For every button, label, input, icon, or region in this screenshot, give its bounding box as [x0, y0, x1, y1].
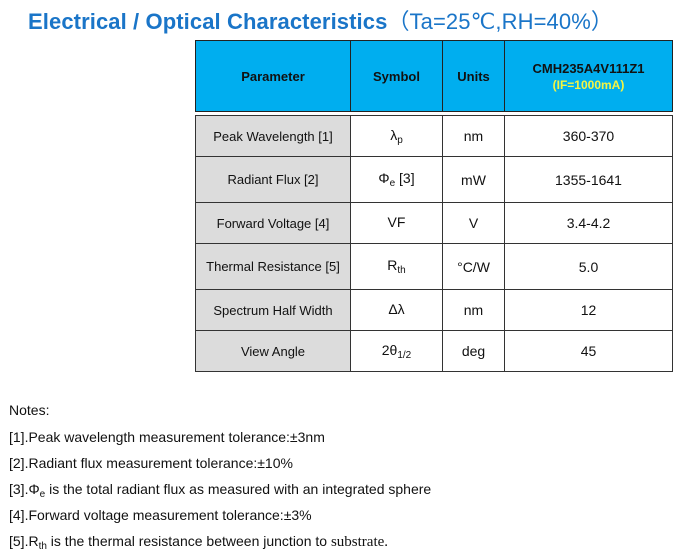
row-symbol: Rth: [350, 243, 443, 290]
table-row: Peak Wavelength [1] λp nm 360-370: [195, 115, 673, 157]
table-row: Thermal Resistance [5] Rth °C/W 5.0: [195, 243, 673, 290]
row-units: deg: [442, 330, 505, 372]
row-units: V: [442, 202, 505, 244]
note-4: [4].Forward voltage measurement toleranc…: [9, 507, 312, 523]
row-parameter: Thermal Resistance [5]: [195, 243, 351, 290]
header-model-name: CMH235A4V111Z1: [532, 60, 645, 76]
table-row: Spectrum Half Width Δλ nm 12: [195, 289, 673, 331]
table-row: View Angle 2θ1/2 deg 45: [195, 330, 673, 372]
row-symbol: Φe [3]: [350, 156, 443, 203]
row-parameter: Radiant Flux [2]: [195, 156, 351, 203]
table-header-row: Parameter Symbol Units CMH235A4V111Z1 (I…: [195, 40, 673, 112]
row-parameter: View Angle: [195, 330, 351, 372]
title-main: Electrical / Optical Characteristics: [28, 9, 388, 34]
note-1: [1].Peak wavelength measurement toleranc…: [9, 429, 325, 445]
header-symbol: Symbol: [350, 40, 443, 112]
page-title: Electrical / Optical Characteristics（Ta=…: [28, 4, 613, 36]
row-units: °C/W: [442, 243, 505, 290]
table-row: Radiant Flux [2] Φe [3] mW 1355-1641: [195, 156, 673, 203]
row-value: 3.4-4.2: [504, 202, 673, 244]
row-units: nm: [442, 115, 505, 157]
row-units: mW: [442, 156, 505, 203]
row-symbol: VF: [350, 202, 443, 244]
row-value: 45: [504, 330, 673, 372]
notes-section: Notes: [1].Peak wavelength measurement t…: [9, 402, 431, 557]
characteristics-table: Parameter Symbol Units CMH235A4V111Z1 (I…: [195, 40, 673, 372]
row-symbol: λp: [350, 115, 443, 157]
note-5: [5].Rth is the thermal resistance betwee…: [9, 533, 389, 552]
title-conditions: （Ta=25℃,RH=40%）: [387, 9, 613, 34]
row-parameter: Peak Wavelength [1]: [195, 115, 351, 157]
note-2: [2].Radiant flux measurement tolerance:±…: [9, 455, 293, 471]
header-units: Units: [442, 40, 505, 112]
header-model: CMH235A4V111Z1 (IF=1000mA): [504, 40, 673, 112]
header-model-condition: (IF=1000mA): [552, 77, 625, 92]
header-parameter: Parameter: [195, 40, 351, 112]
notes-heading: Notes:: [9, 402, 50, 418]
row-units: nm: [442, 289, 505, 331]
row-parameter: Spectrum Half Width: [195, 289, 351, 331]
row-value: 1355-1641: [504, 156, 673, 203]
row-symbol: Δλ: [350, 289, 443, 331]
note-3: [3].Φe is the total radiant flux as meas…: [9, 481, 432, 500]
row-value: 360-370: [504, 115, 673, 157]
row-symbol: 2θ1/2: [350, 330, 443, 372]
row-value: 12: [504, 289, 673, 331]
row-parameter: Forward Voltage [4]: [195, 202, 351, 244]
row-value: 5.0: [504, 243, 673, 290]
table-row: Forward Voltage [4] VF V 3.4-4.2: [195, 202, 673, 244]
